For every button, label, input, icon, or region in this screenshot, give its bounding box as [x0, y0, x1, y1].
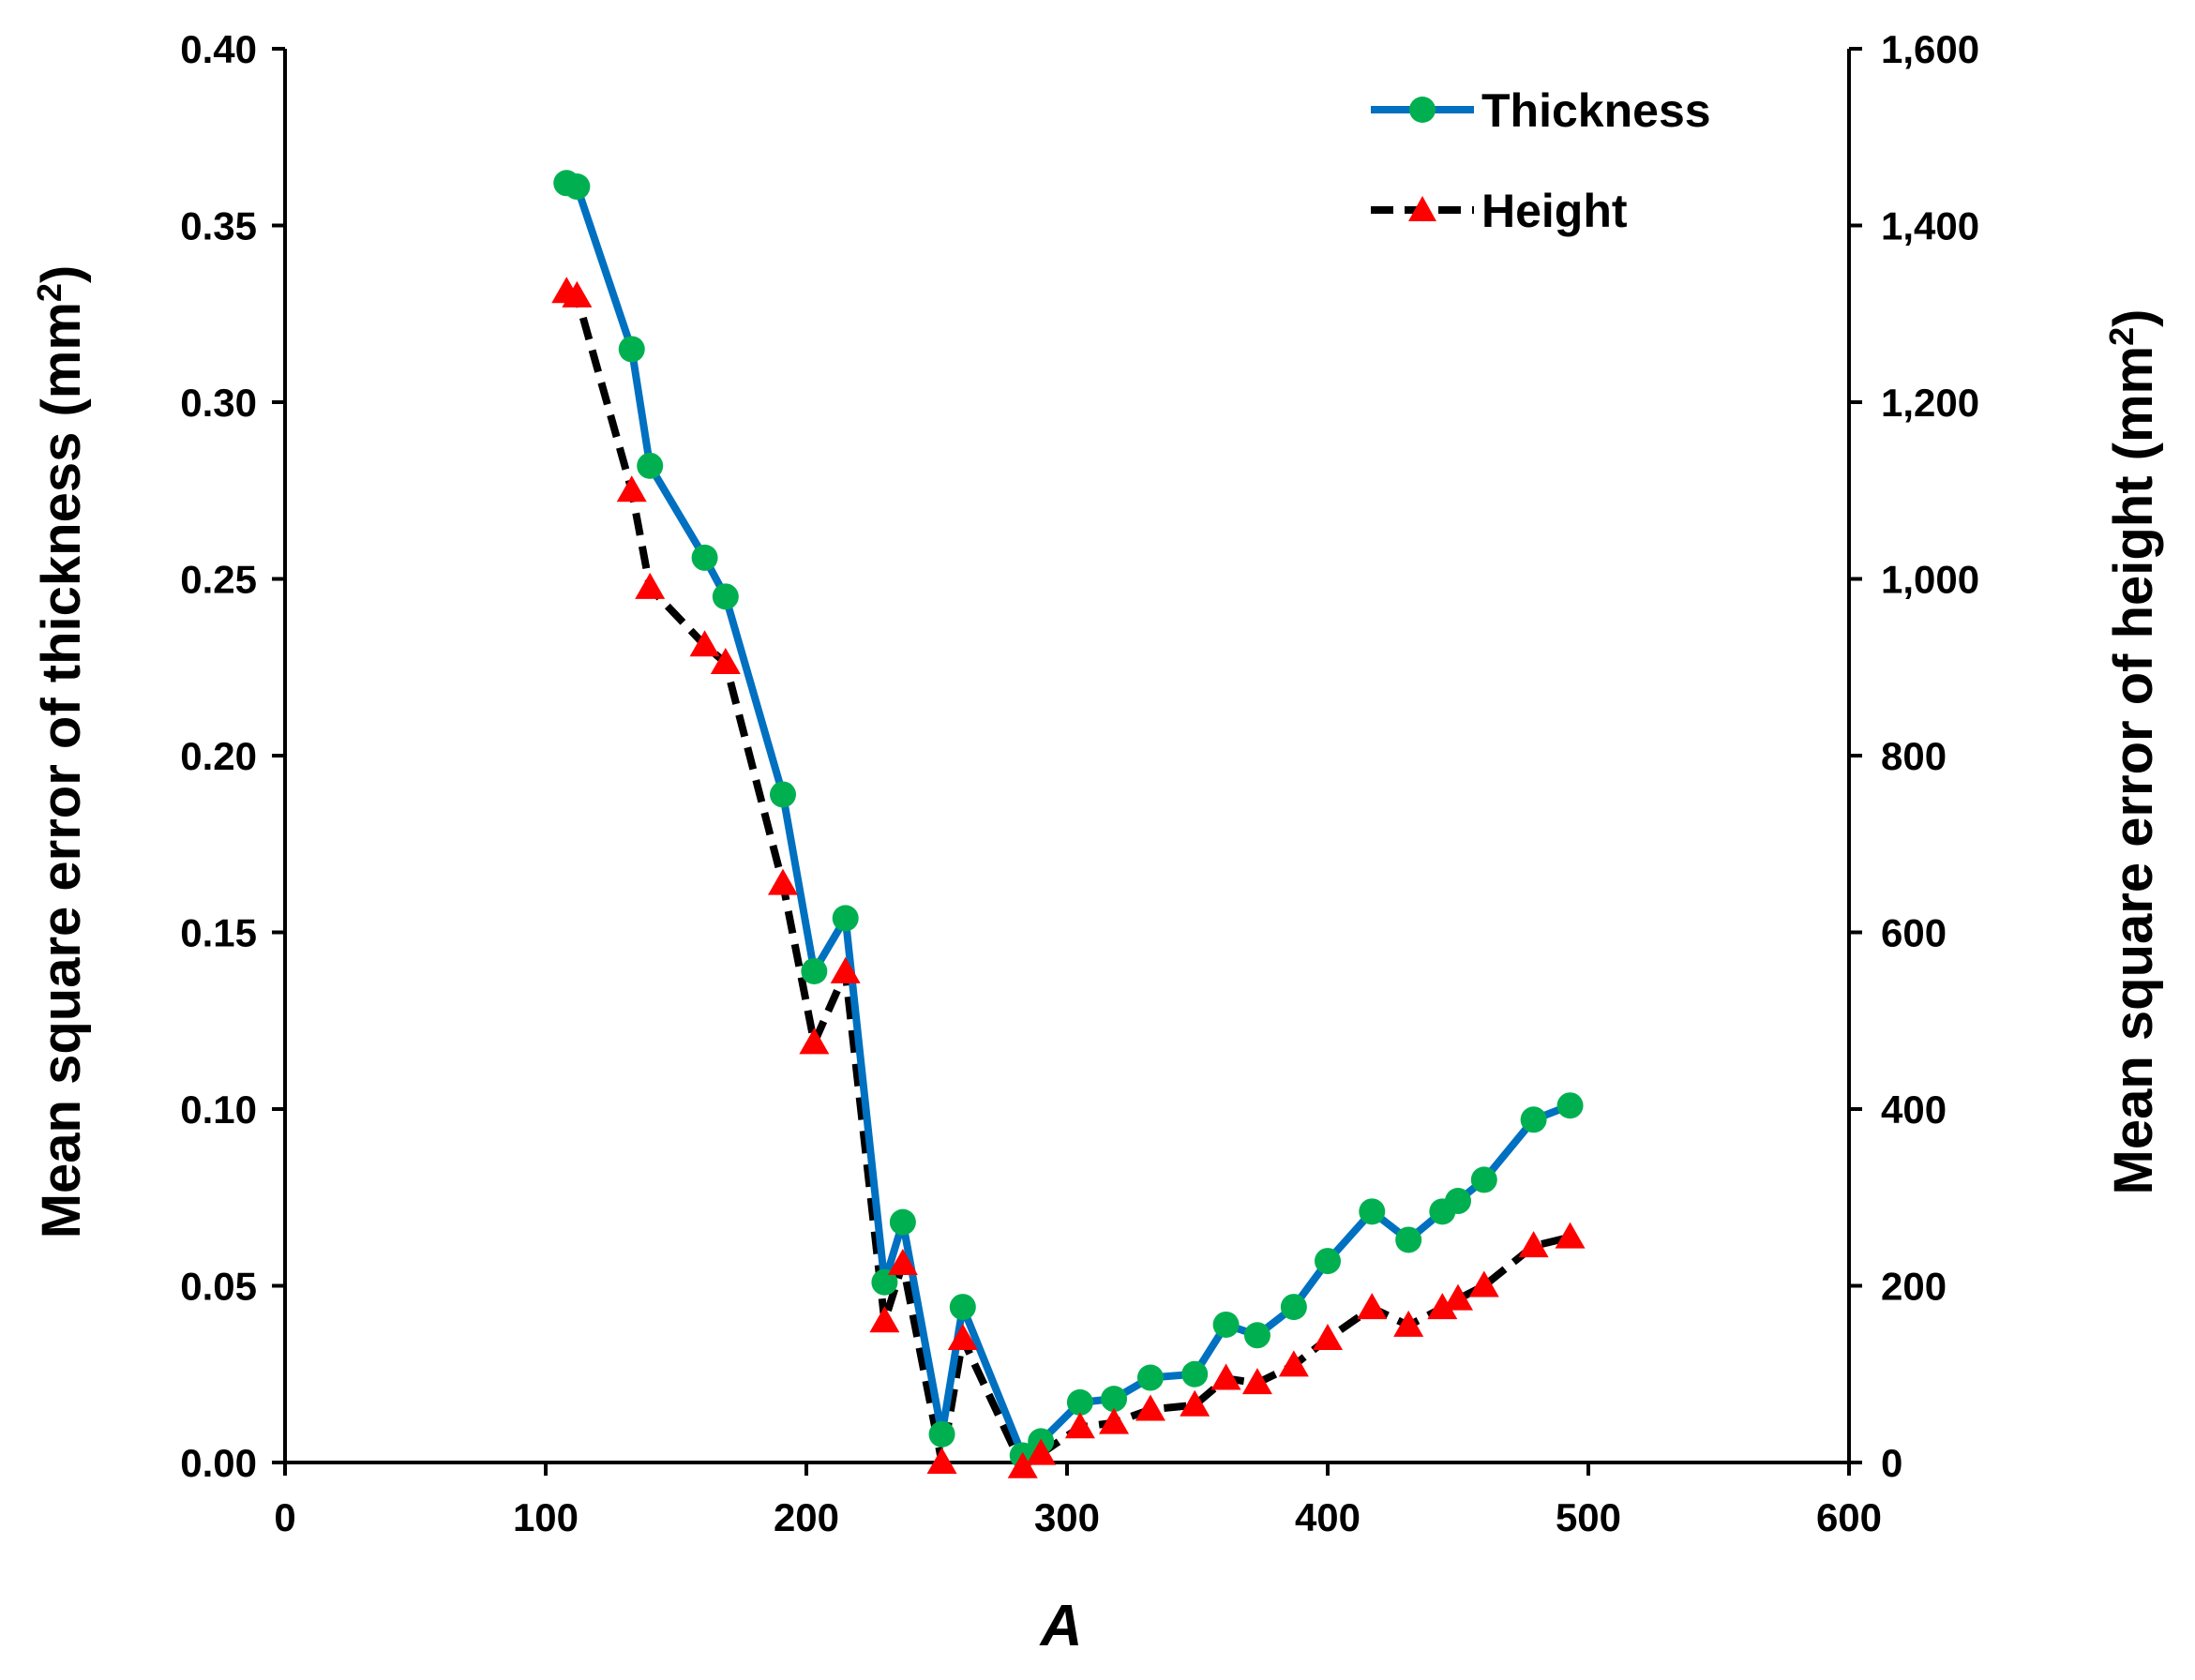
y-left-axis-title-close: )	[31, 265, 92, 283]
x-tick-label: 0	[274, 1495, 295, 1539]
thickness-point	[1520, 1106, 1547, 1133]
legend-thickness-label: Thickness	[1481, 84, 1711, 137]
height-point	[1357, 1293, 1388, 1320]
thickness-point	[1315, 1248, 1341, 1275]
height-point	[1468, 1270, 1499, 1298]
y-right-tick-label: 800	[1881, 734, 1947, 778]
thickness-point	[949, 1294, 976, 1321]
y-right-tick-label: 1,600	[1881, 27, 1979, 71]
x-tick-label: 200	[774, 1495, 839, 1539]
legend-height-label: Height	[1481, 185, 1628, 237]
y-left-tick-label: 0.00	[180, 1441, 257, 1485]
thickness-point	[1066, 1388, 1093, 1416]
thickness-point	[871, 1268, 898, 1296]
y-right-axis-title-sup: 2	[2102, 327, 2141, 346]
thickness-point	[691, 544, 718, 571]
y-right-tick-label: 1,200	[1881, 381, 1979, 425]
height-point	[767, 868, 798, 895]
height-point	[1241, 1368, 1272, 1395]
y-right-axis-title-close: )	[2103, 309, 2164, 327]
y-left-tick-label: 0.25	[180, 558, 257, 602]
height-point	[1518, 1231, 1549, 1258]
thickness-point	[618, 336, 645, 363]
thickness-point	[801, 957, 828, 984]
height-point	[799, 1028, 830, 1055]
legend: Thickness Height	[1371, 84, 1711, 237]
thickness-point	[1280, 1294, 1307, 1321]
y-left-tick-label: 0.05	[180, 1265, 257, 1309]
series-layer	[551, 170, 1586, 1478]
legend-height-marker	[1408, 196, 1436, 221]
thickness-point	[1212, 1311, 1240, 1338]
x-axis-title: A	[1039, 1594, 1083, 1658]
height-point	[1278, 1350, 1309, 1377]
height-point	[887, 1248, 918, 1275]
y-left-tick-label: 0.30	[180, 381, 257, 425]
thickness-point	[1359, 1198, 1386, 1225]
height-point	[1443, 1283, 1473, 1311]
height-point	[1180, 1389, 1210, 1417]
y-right-tick-label: 600	[1881, 911, 1947, 955]
y-right-tick-label: 400	[1881, 1088, 1947, 1132]
height-point	[1064, 1412, 1095, 1439]
height-point	[1210, 1363, 1241, 1390]
height-point	[616, 475, 647, 502]
thickness-point	[928, 1420, 955, 1448]
y-left-tick-label: 0.40	[180, 27, 257, 71]
y-left-tick-label: 0.20	[180, 734, 257, 778]
thickness-point	[769, 781, 796, 808]
height-point	[1555, 1222, 1586, 1249]
height-point	[869, 1306, 900, 1333]
y-right-axis-title: Mean square error of height (mm2)	[2102, 309, 2164, 1195]
thickness-point	[832, 905, 859, 932]
thickness-point	[712, 583, 739, 610]
thickness-point	[889, 1208, 916, 1236]
thickness-point	[1445, 1188, 1471, 1215]
thickness-point	[1101, 1386, 1128, 1413]
x-tick-label: 100	[513, 1495, 579, 1539]
y-left-axis-title-sup: 2	[30, 283, 68, 302]
height-point	[947, 1324, 978, 1351]
x-tick-label: 300	[1034, 1495, 1100, 1539]
height-point	[926, 1448, 957, 1474]
thickness-point	[1136, 1364, 1164, 1391]
height-point	[1026, 1438, 1057, 1465]
legend-thickness-marker	[1409, 97, 1436, 123]
y-left-axis-title: Mean square error of thickness (mm2)	[30, 265, 92, 1239]
height-point	[1099, 1407, 1130, 1434]
y-left-tick-label: 0.10	[180, 1088, 257, 1132]
y-right-tick-label: 1,400	[1881, 204, 1979, 248]
y-left-tick-label: 0.15	[180, 911, 257, 955]
thickness-series-line	[564, 179, 1571, 1460]
y-right-axis-title-text: Mean square error of height (mm	[2103, 346, 2164, 1195]
thickness-point	[1470, 1166, 1497, 1193]
height-point	[689, 630, 720, 657]
height-point	[830, 956, 861, 983]
thickness-point	[637, 452, 664, 479]
thickness-point	[564, 173, 591, 201]
axes: 0 100 200 300 400 500 600 0.00 0.05 0.10 0.15 0.20 0…	[180, 27, 1979, 1539]
height-point	[1393, 1310, 1424, 1337]
height-series-line	[564, 288, 1571, 1471]
thickness-point	[1181, 1360, 1209, 1388]
x-tick-label: 600	[1816, 1495, 1882, 1539]
thickness-point	[1243, 1322, 1270, 1349]
x-tick-label: 400	[1295, 1495, 1361, 1539]
height-point	[562, 280, 593, 308]
y-left-axis-title-text: Mean square error of thickness (mm	[31, 302, 92, 1238]
height-point	[1427, 1293, 1458, 1320]
height-point	[1313, 1324, 1343, 1351]
x-tick-label: 500	[1556, 1495, 1621, 1539]
height-point	[635, 572, 666, 599]
height-point	[1135, 1394, 1165, 1421]
height-point	[1007, 1451, 1038, 1478]
thickness-point	[1395, 1226, 1422, 1253]
height-point	[710, 648, 741, 675]
y-left-tick-label: 0.35	[180, 204, 257, 248]
y-right-tick-label: 0	[1881, 1441, 1902, 1485]
y-right-tick-label: 1,000	[1881, 558, 1979, 602]
thickness-point	[1556, 1092, 1584, 1119]
y-right-tick-label: 200	[1881, 1265, 1947, 1309]
